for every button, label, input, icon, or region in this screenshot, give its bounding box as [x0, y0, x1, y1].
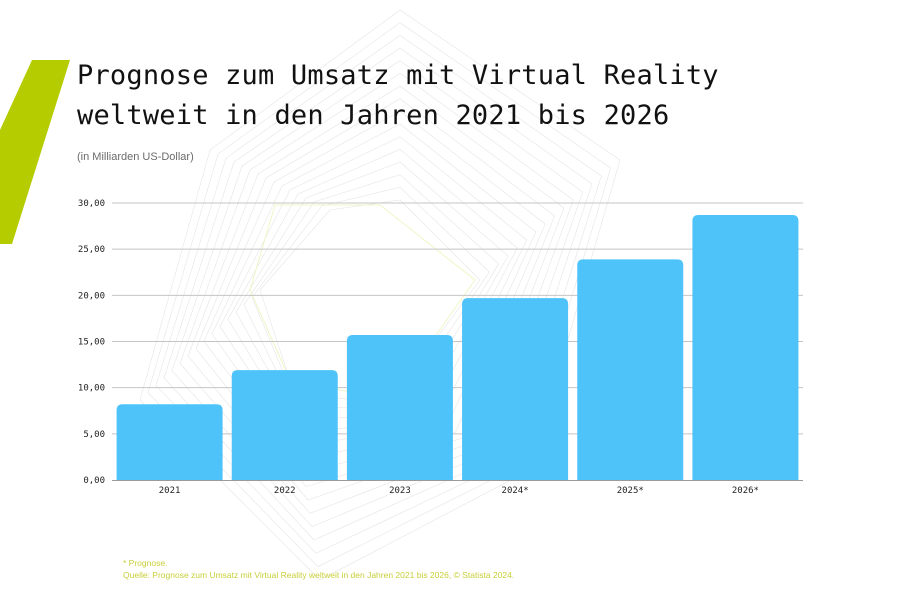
- chart-title: Prognose zum Umsatz mit Virtual Reality …: [77, 60, 719, 131]
- footnote-note: * Prognose.: [123, 558, 168, 568]
- bar-2023: [346, 335, 453, 480]
- y-tick-label: 10,00: [78, 384, 105, 394]
- grid-lines: [112, 202, 803, 435]
- decoration-line: [171, 60, 584, 528]
- chart-subtitle: (in Milliarden US-Dollar): [77, 151, 194, 163]
- decoration-line: [139, 9, 620, 581]
- decoration-line: [147, 22, 612, 568]
- footnote: * Prognose. Quelle: Prognose zum Umsatz …: [123, 557, 514, 581]
- bar-2026-forecast: [692, 215, 799, 480]
- footnote-source: Quelle: Prognose zum Umsatz mit Virtual …: [123, 570, 515, 580]
- x-tick-label: 2021: [159, 486, 181, 496]
- y-tick-label: 20,00: [78, 291, 105, 301]
- x-tick-label: 2025*: [617, 486, 644, 496]
- y-tick-label: 15,00: [78, 338, 105, 348]
- y-tick-label: 30,00: [78, 199, 105, 209]
- decoration-line: [163, 47, 593, 541]
- decoration-line: [187, 85, 565, 501]
- bar-2022: [231, 370, 338, 480]
- x-tick-label: 2023: [389, 486, 411, 496]
- decoration-line: [195, 98, 556, 488]
- y-tick-label: 25,00: [78, 245, 105, 255]
- decoration-line: [155, 34, 602, 554]
- decoration-line: [179, 72, 574, 514]
- x-tick-label: 2026*: [732, 486, 759, 496]
- y-tick-label: 0,00: [83, 476, 105, 486]
- y-tick-label: 5,00: [83, 430, 105, 440]
- x-tick-label: 2024*: [502, 486, 529, 496]
- x-tick-label: 2022: [274, 486, 296, 496]
- bar-2025-forecast: [577, 259, 684, 480]
- bar-2021: [116, 404, 223, 480]
- x-axis-labels: 2021 2022 2023 2024* 2025* 2026*: [159, 486, 759, 496]
- accent-stripe: [0, 60, 70, 244]
- bar-2024-forecast: [462, 298, 569, 480]
- accent-stripe-shape: [0, 60, 70, 244]
- bars: [116, 215, 799, 480]
- y-axis-labels: 0,00 5,00 10,00 15,00 20,00 25,00 30,00: [78, 199, 105, 486]
